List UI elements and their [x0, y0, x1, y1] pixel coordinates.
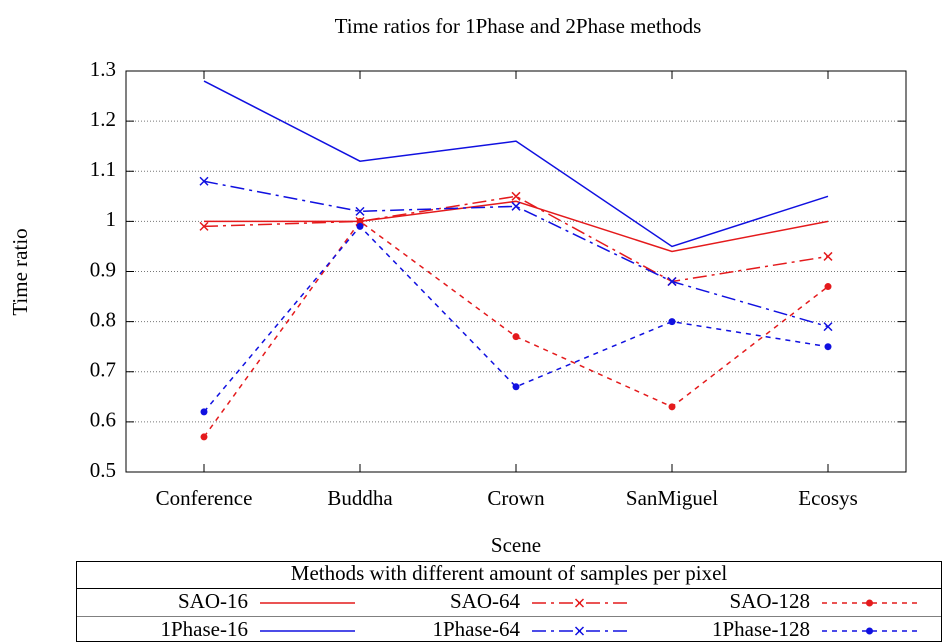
marker [356, 217, 364, 225]
legend-title: Methods with different amount of samples… [291, 561, 728, 585]
marker [866, 627, 873, 635]
series-line [203, 220, 829, 438]
series-line [204, 200, 829, 253]
y-tick-label: 0.8 [90, 307, 116, 331]
y-tick-label: 1.1 [90, 157, 116, 181]
marker [511, 201, 521, 211]
series-line [203, 225, 829, 413]
marker [356, 222, 364, 230]
x-tick-label: Ecosys [798, 486, 858, 510]
series-line [203, 80, 829, 248]
x-tick-label: SanMiguel [626, 486, 718, 510]
x-axis-label: Scene [491, 533, 541, 557]
y-tick-label: 0.9 [90, 257, 116, 281]
marker [199, 221, 209, 231]
y-tick-label: 1 [106, 207, 117, 231]
legend-label: 1Phase-128 [712, 617, 810, 641]
legend-label: 1Phase-64 [433, 617, 521, 641]
marker [199, 176, 209, 186]
legend-label: SAO-16 [178, 589, 248, 613]
marker [574, 598, 585, 608]
marker [667, 276, 677, 287]
y-tick-label: 1.2 [90, 107, 116, 131]
marker [200, 433, 208, 441]
marker [512, 333, 520, 341]
y-tick-label: 1.3 [90, 57, 116, 81]
marker [823, 251, 833, 261]
marker [511, 191, 521, 201]
marker [668, 318, 676, 326]
x-tick-label: Conference [156, 486, 253, 510]
marker [824, 343, 832, 351]
marker [355, 206, 365, 216]
y-tick-label: 0.6 [90, 408, 116, 432]
marker [200, 408, 208, 416]
marker [512, 383, 520, 391]
marker [866, 599, 873, 607]
y-tick-label: 0.7 [90, 358, 116, 382]
y-tick-label: 0.5 [90, 458, 116, 482]
y-axis-label: Time ratio [8, 228, 32, 315]
legend-label: SAO-128 [729, 589, 810, 613]
marker [823, 322, 833, 332]
marker [668, 403, 676, 411]
series-line [203, 195, 829, 283]
plot-frame [125, 70, 907, 473]
series-line [203, 180, 829, 328]
chart-title: Time ratios for 1Phase and 2Phase method… [335, 14, 702, 38]
legend-label: 1Phase-16 [161, 617, 249, 641]
x-tick-label: Crown [487, 486, 545, 510]
marker [824, 283, 832, 291]
x-tick-label: Buddha [327, 486, 393, 510]
marker [574, 626, 585, 636]
legend-label: SAO-64 [450, 589, 521, 613]
